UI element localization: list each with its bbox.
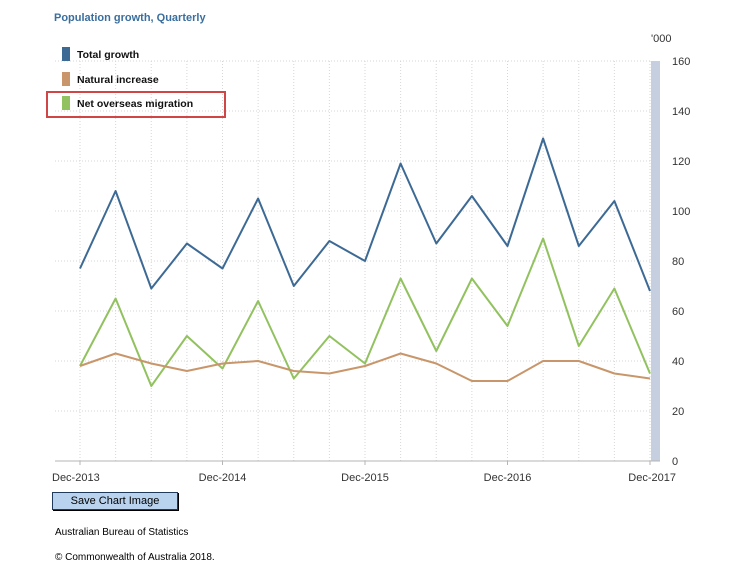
- y-tick-label: 80: [672, 256, 684, 268]
- population-growth-chart: 0 20 40 60 80 100 120 140 160 Dec-2013 Dec-2014 Dec…: [46, 47, 690, 484]
- y-tick-label: 60: [672, 306, 684, 318]
- y-tick-label: 100: [672, 206, 690, 218]
- legend-label: Natural increase: [77, 74, 159, 86]
- x-tick-label: Dec-2013: [52, 472, 100, 484]
- legend-swatch: [62, 96, 70, 110]
- series-line-total-growth: [79, 137, 651, 292]
- y-tick-label: 0: [672, 456, 678, 468]
- source-note: Australian Bureau of Statistics: [55, 527, 189, 538]
- save-chart-image-button[interactable]: Save Chart Image: [52, 492, 178, 510]
- x-tick-label: Dec-2016: [484, 472, 532, 484]
- chart-title: Population growth, Quarterly: [54, 12, 206, 24]
- legend-label: Total growth: [77, 49, 139, 61]
- y-tick-label: 160: [672, 56, 690, 68]
- y-tick-label: 20: [672, 406, 684, 418]
- x-tick-label: Dec-2014: [199, 472, 247, 484]
- y-tick-label: 40: [672, 356, 684, 368]
- legend-swatch: [62, 72, 70, 86]
- y-tick-label: 120: [672, 156, 690, 168]
- y-axis-unit-label: '000: [651, 33, 672, 45]
- legend-label: Net overseas migration: [77, 98, 193, 110]
- series-line-natural-increase: [79, 352, 651, 382]
- legend-highlight-box: [46, 91, 226, 118]
- y-tick-label: 140: [672, 106, 690, 118]
- series-line-net-overseas-migration: [79, 237, 651, 387]
- copyright-note: © Commonwealth of Australia 2018.: [55, 552, 215, 563]
- legend-swatch: [62, 47, 70, 61]
- x-tick-label: Dec-2015: [341, 472, 389, 484]
- x-tick-label: Dec-2017: [628, 472, 676, 484]
- y-axis-band: [651, 61, 660, 461]
